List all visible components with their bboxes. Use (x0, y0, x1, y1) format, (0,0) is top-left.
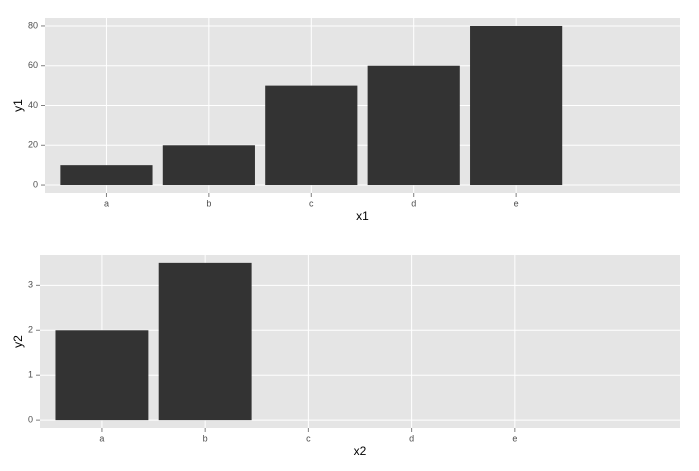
x-tick-label: e (514, 198, 519, 208)
bar (470, 25, 563, 186)
x-tick-label: c (306, 433, 311, 443)
y-tick-label: 40 (28, 100, 38, 110)
x-tick-label: b (206, 198, 211, 208)
x-tick-label: d (411, 198, 416, 208)
x-axis-title: x1 (356, 209, 369, 223)
x-tick-label: c (309, 198, 314, 208)
x-axis-title: x2 (354, 444, 367, 458)
bar (55, 330, 149, 421)
y-tick-label: 80 (28, 20, 38, 30)
y-tick-label: 2 (28, 325, 33, 335)
y-axis-title: y2 (11, 335, 25, 348)
x-tick-label: a (99, 433, 104, 443)
bar (158, 262, 252, 421)
y-tick-label: 60 (28, 60, 38, 70)
y-tick-label: 0 (28, 415, 33, 425)
x-tick-label: b (203, 433, 208, 443)
bar (60, 165, 153, 186)
y-tick-label: 3 (28, 280, 33, 290)
y-tick-label: 1 (28, 370, 33, 380)
bar (367, 65, 460, 186)
y-tick-label: 0 (33, 179, 38, 189)
y-axis-title: y1 (11, 99, 25, 112)
y-tick-label: 20 (28, 140, 38, 150)
bar (162, 145, 255, 186)
x-tick-label: d (409, 433, 414, 443)
x-tick-label: e (512, 433, 517, 443)
x-tick-label: a (104, 198, 109, 208)
bar (265, 85, 358, 186)
